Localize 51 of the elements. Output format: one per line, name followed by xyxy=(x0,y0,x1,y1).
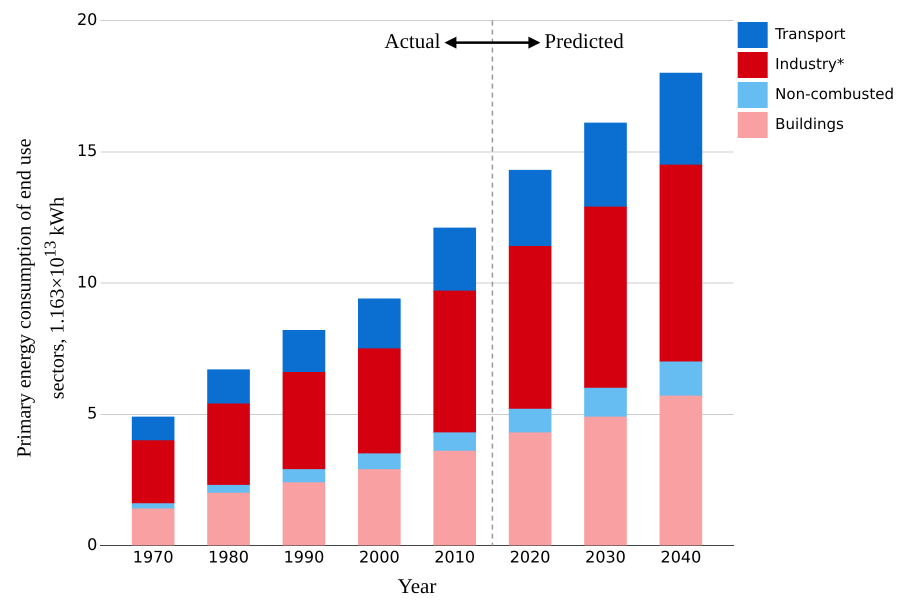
bar xyxy=(660,164,702,362)
bar xyxy=(584,206,627,388)
bar xyxy=(433,432,476,452)
bar xyxy=(508,408,552,434)
bar xyxy=(282,372,326,470)
bar xyxy=(207,492,250,546)
bar xyxy=(433,290,476,434)
x-tick-label: 1980 xyxy=(208,547,249,566)
bar xyxy=(132,416,174,441)
y-tick-label: 15 xyxy=(77,141,98,160)
bar xyxy=(358,453,401,470)
bar xyxy=(584,122,627,208)
bar xyxy=(282,469,326,483)
x-tick-label: 2020 xyxy=(510,547,550,566)
bar xyxy=(508,246,552,410)
x-tick-label: 2000 xyxy=(358,547,400,566)
legend-label: Non-combusted xyxy=(775,84,894,103)
bar xyxy=(660,396,702,546)
bar xyxy=(282,330,326,373)
y-tick-label: 20 xyxy=(77,10,98,29)
bar xyxy=(660,72,702,166)
y-tick-label: 0 xyxy=(87,534,98,554)
bar xyxy=(132,508,174,546)
bar xyxy=(584,416,627,546)
legend-label: Transport xyxy=(774,24,846,43)
x-tick-label: 2040 xyxy=(660,547,702,566)
bar xyxy=(660,362,702,396)
bar xyxy=(508,170,552,247)
x-tick-label: 1970 xyxy=(132,547,174,566)
y-tick-label: 5 xyxy=(87,404,98,423)
y-tick-label: 10 xyxy=(77,272,98,292)
bar xyxy=(433,228,476,292)
x-tick-label: 1990 xyxy=(284,547,324,566)
bar xyxy=(207,404,250,486)
bar xyxy=(358,469,401,546)
bar xyxy=(508,432,552,546)
x-tick-label: 2030 xyxy=(585,547,626,566)
x-tick-label: 2010 xyxy=(434,547,476,566)
bar xyxy=(207,484,250,494)
annotation: Actual xyxy=(384,29,441,54)
bar xyxy=(282,482,326,546)
annotation: Predicted xyxy=(544,29,624,54)
bar xyxy=(207,369,250,404)
x-axis-title: Year xyxy=(398,574,436,598)
legend-label: Industry* xyxy=(775,54,845,73)
bar xyxy=(358,348,401,454)
legend-label: Buildings xyxy=(775,114,844,133)
bar xyxy=(358,298,401,350)
bar xyxy=(584,388,627,418)
bar xyxy=(132,440,174,504)
bar xyxy=(433,450,476,546)
